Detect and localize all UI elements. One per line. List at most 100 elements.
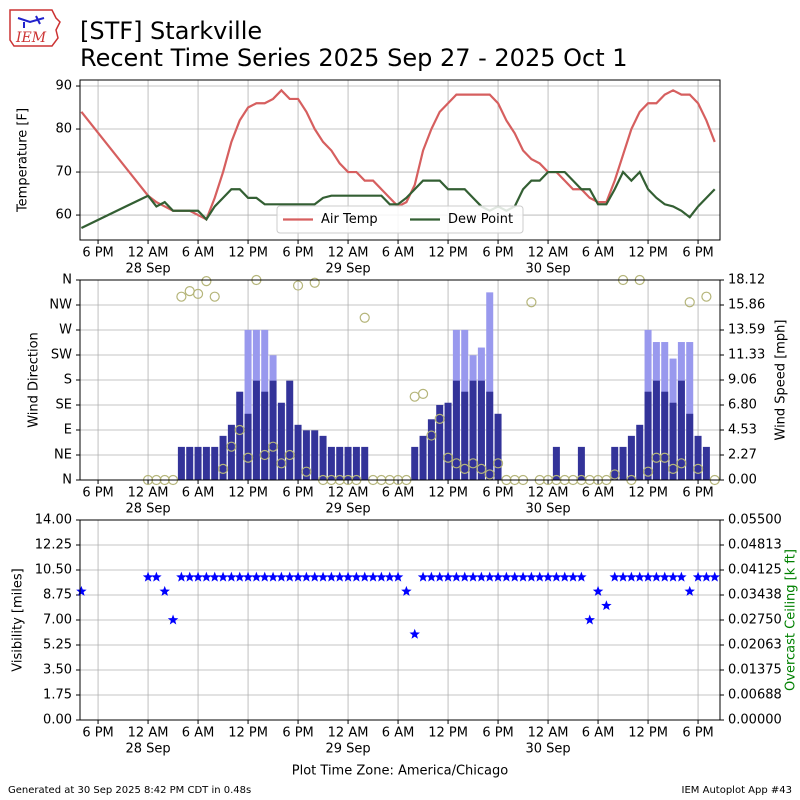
y2-tick-label: 0.02063 <box>728 638 782 653</box>
x-date-label: 29 Sep <box>325 502 370 517</box>
y-tick-label: NE <box>54 448 72 463</box>
marker <box>451 571 462 582</box>
bar <box>286 380 294 480</box>
x-tick-label: 12 AM <box>128 726 169 741</box>
marker <box>459 571 470 582</box>
marker <box>217 463 229 474</box>
y-axis-label: Visibility [miles] <box>11 568 26 671</box>
x-tick-label: 12 PM <box>628 726 668 741</box>
marker <box>226 441 237 452</box>
y2-tick-label: 0.01375 <box>728 663 782 678</box>
bar <box>486 292 494 480</box>
y-tick-label: SE <box>56 398 72 413</box>
plot-area <box>177 292 710 480</box>
panel: 6 PM 12 AM 6 AM 12 PM 6 PM 12 AM 6 AM 12 PM 6 PM… <box>11 513 799 757</box>
x-tick-label: 6 PM <box>282 246 313 261</box>
y-tick-label: 0.00 <box>43 713 72 728</box>
bar <box>552 446 560 480</box>
marker <box>209 291 220 302</box>
x-tick-label: 12 AM <box>328 486 369 501</box>
marker <box>176 571 187 582</box>
y-tick-label: 1.75 <box>43 688 72 703</box>
y-tick-label: 60 <box>55 208 72 223</box>
marker <box>659 571 670 582</box>
line <box>80 170 716 229</box>
marker <box>692 571 704 582</box>
plot-frame <box>79 79 721 241</box>
marker <box>684 585 695 596</box>
marker <box>476 571 487 582</box>
y-tick-label: 70 <box>55 165 72 180</box>
marker <box>534 571 545 582</box>
bar <box>319 435 327 480</box>
marker <box>234 571 245 582</box>
bar <box>577 446 585 480</box>
x-tick-label: 6 PM <box>682 246 713 261</box>
x-tick-label: 6 AM <box>182 726 215 741</box>
marker <box>142 571 154 582</box>
x-date-label: 29 Sep <box>325 262 370 277</box>
x-tick-label: 6 AM <box>582 246 615 261</box>
legend-box <box>276 205 524 234</box>
y-tick-label: 10.50 <box>35 563 72 578</box>
marker <box>151 571 162 582</box>
marker <box>459 463 470 474</box>
y-tick-label: 90 <box>55 79 72 94</box>
marker <box>601 600 612 611</box>
marker <box>701 571 712 582</box>
bar <box>244 413 252 480</box>
marker <box>609 571 620 582</box>
y-tick-label: 5.25 <box>43 638 72 653</box>
marker <box>667 463 679 474</box>
line <box>80 88 716 221</box>
bar <box>452 380 460 480</box>
bar <box>694 435 702 480</box>
x-tick-label: 6 PM <box>482 246 513 261</box>
bar <box>636 424 644 480</box>
marker <box>342 571 354 582</box>
bar <box>627 435 635 480</box>
x-tick-label: 6 PM <box>282 726 313 741</box>
panel: 6 PM 12 AM 6 AM 12 PM 6 PM 12 AM 6 AM 12 PM 6 PM… <box>27 273 789 517</box>
x-tick-label: 12 AM <box>528 486 569 501</box>
bar <box>244 329 252 480</box>
marker <box>576 571 587 582</box>
marker <box>301 466 312 477</box>
bar <box>277 402 285 480</box>
bar <box>269 380 277 480</box>
x-tick-label: 12 PM <box>428 726 468 741</box>
marker <box>401 585 412 596</box>
x-date-label: 28 Sep <box>125 742 170 757</box>
marker <box>267 571 279 582</box>
marker <box>551 571 562 582</box>
marker <box>317 571 329 582</box>
bar <box>327 446 335 480</box>
marker <box>592 585 604 596</box>
bar <box>661 391 669 480</box>
marker <box>367 571 379 582</box>
marker <box>326 571 337 582</box>
footer-left: Generated at 30 Sep 2025 8:42 PM CDT in … <box>8 785 251 796</box>
marker <box>526 297 537 308</box>
plot-frame <box>79 519 721 721</box>
marker <box>159 585 170 596</box>
x-tick-label: 6 PM <box>82 726 113 741</box>
marker <box>676 458 687 469</box>
marker <box>309 571 320 582</box>
marker <box>359 312 370 323</box>
x-tick-label: 12 PM <box>228 726 268 741</box>
marker <box>617 571 629 582</box>
marker <box>76 585 87 596</box>
x-tick-label: 12 PM <box>228 486 268 501</box>
marker <box>392 571 404 582</box>
marker <box>542 571 554 582</box>
x-tick-label: 6 AM <box>582 486 615 501</box>
bar <box>252 380 260 480</box>
marker <box>251 571 262 582</box>
y2-tick-label: 15.86 <box>728 298 765 313</box>
marker <box>351 571 362 582</box>
x-date-label: 30 Sep <box>525 262 570 277</box>
marker <box>259 571 270 582</box>
x-tick-label: 6 AM <box>382 246 415 261</box>
marker <box>517 571 529 582</box>
